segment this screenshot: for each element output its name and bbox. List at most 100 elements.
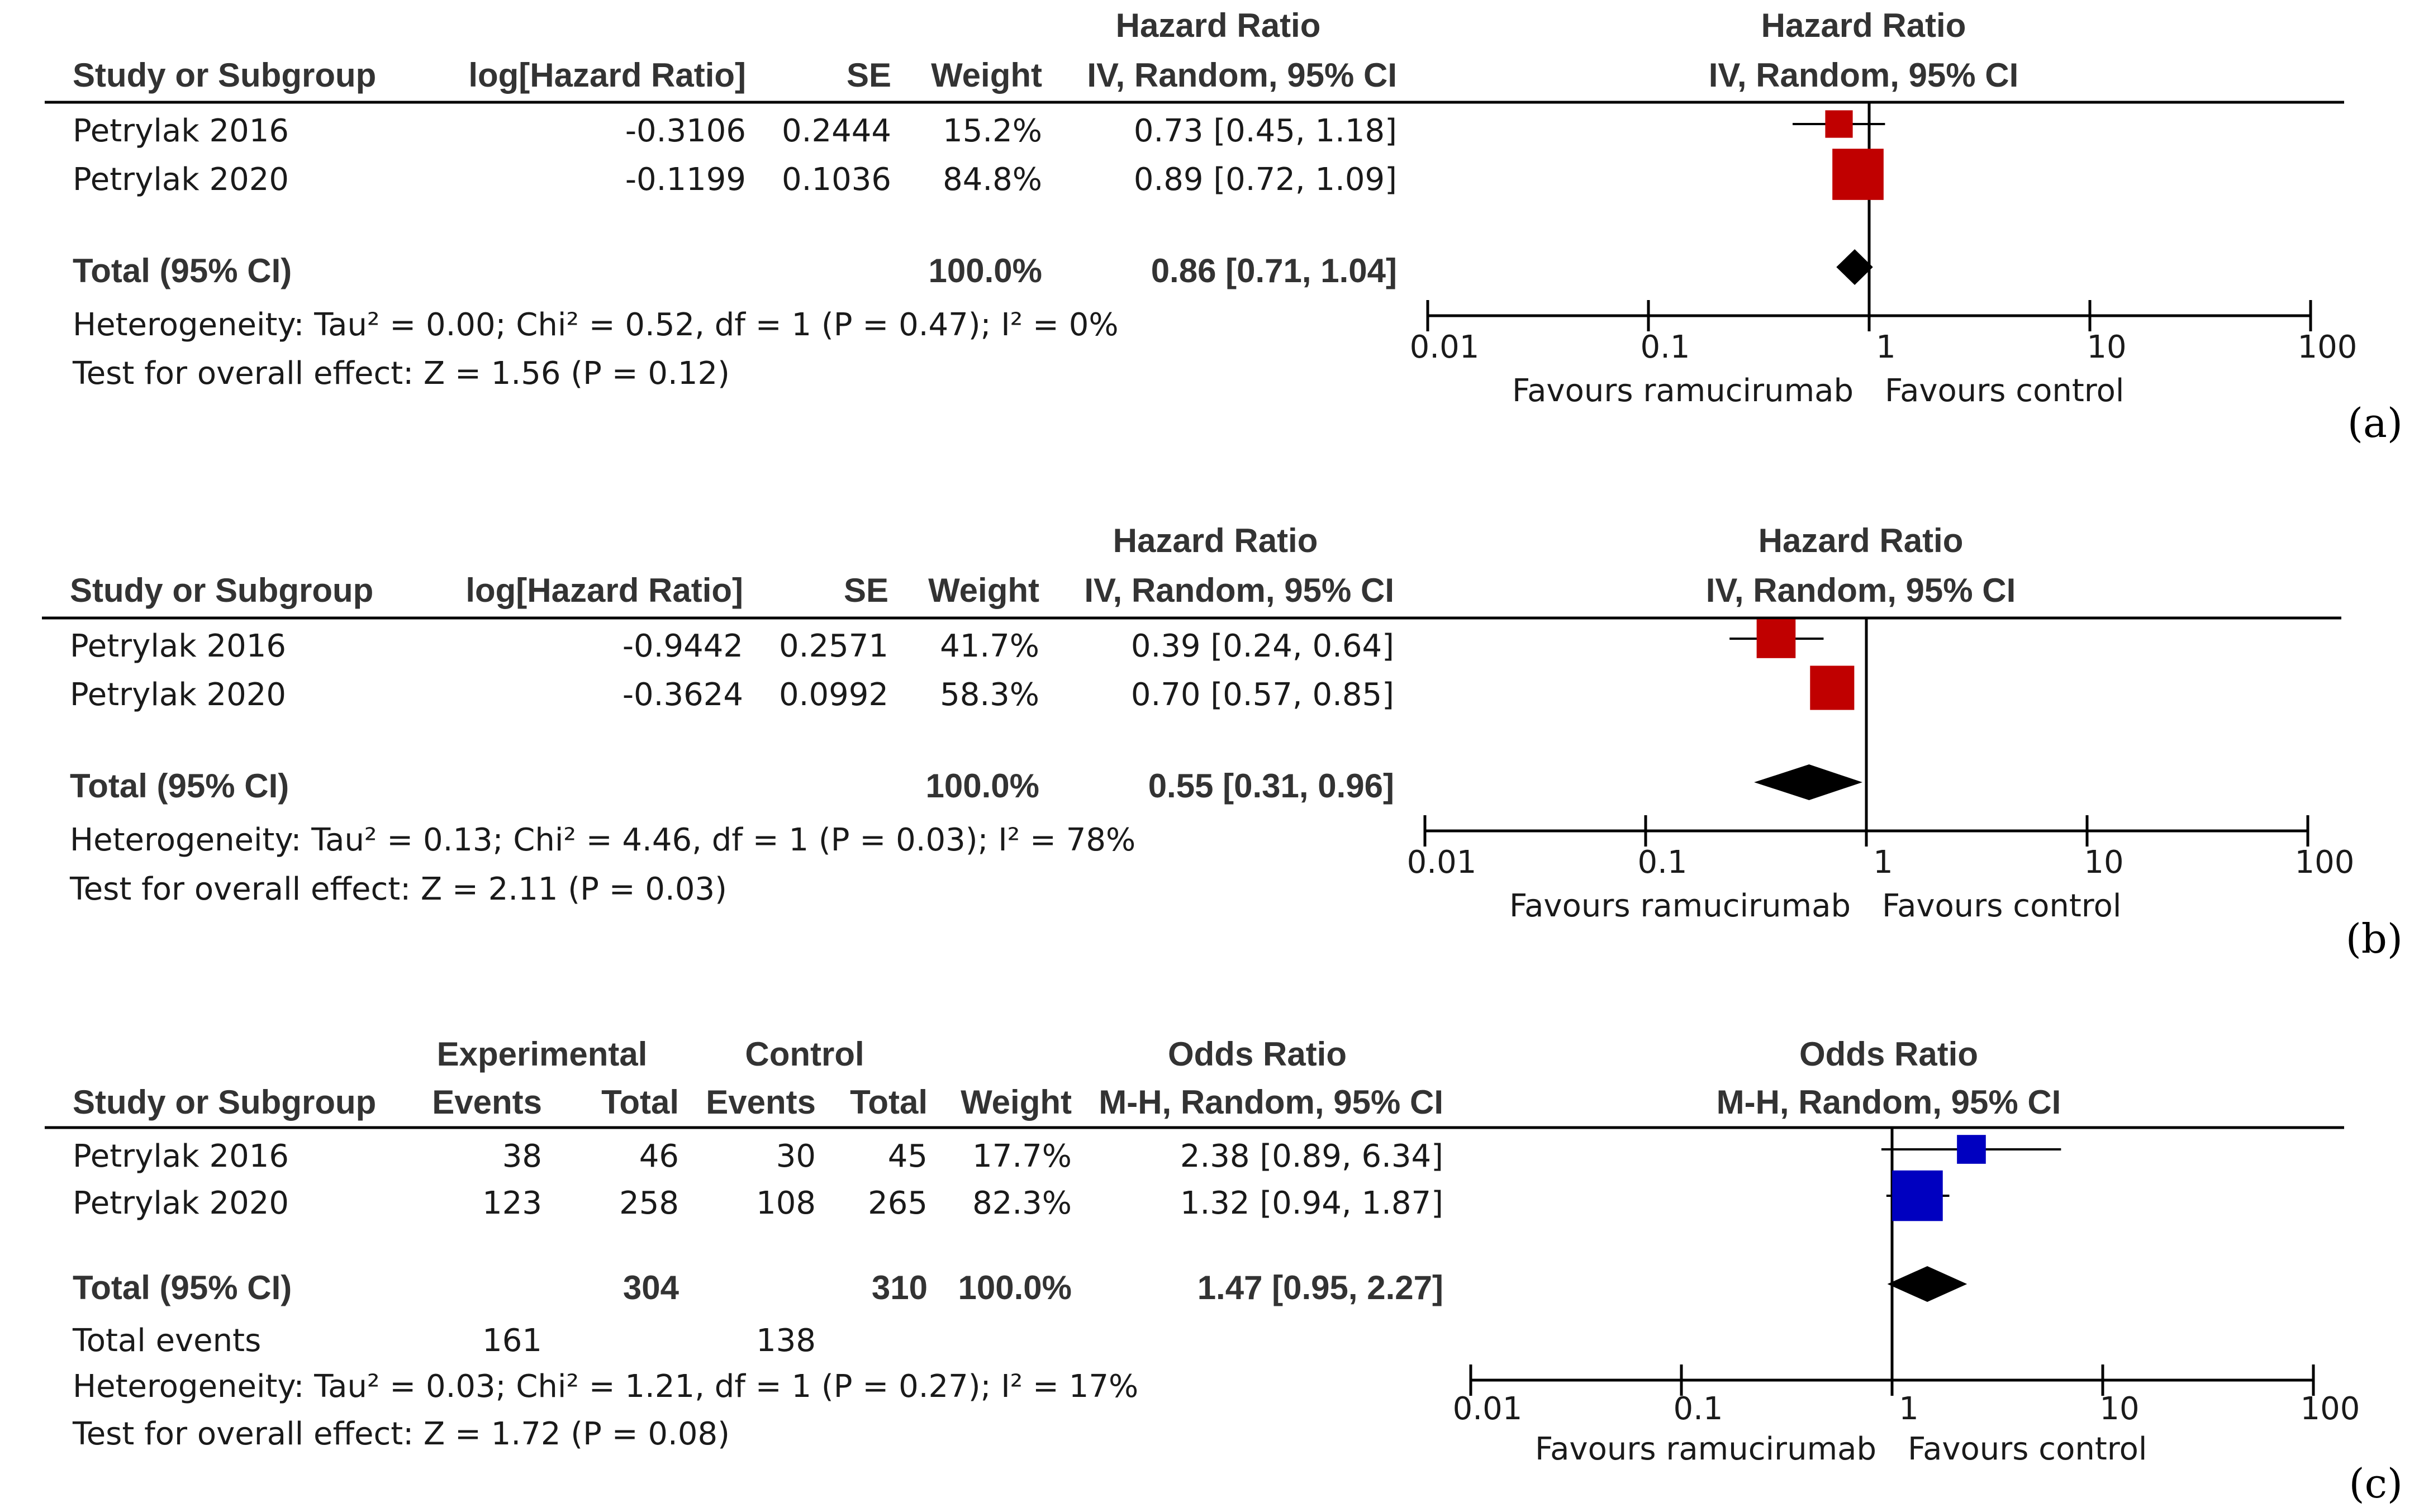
col-study: Study or Subgroup xyxy=(70,572,373,609)
study-se: 0.0992 xyxy=(779,677,888,713)
study-ctl-total: 265 xyxy=(868,1185,928,1221)
favours-right-label: Favours control xyxy=(1908,1431,2147,1467)
study-name: Petrylak 2016 xyxy=(70,628,286,664)
group-header-control: Control xyxy=(745,1035,864,1073)
study-weight: 17.7% xyxy=(972,1138,1072,1175)
overall-effect-text: Test for overall effect: Z = 2.11 (P = 0… xyxy=(69,871,727,907)
study-weight: 41.7% xyxy=(940,628,1039,664)
panel-label: (c) xyxy=(2349,1460,2403,1507)
total-weight: 100.0% xyxy=(929,252,1043,289)
total-label: Total (95% CI) xyxy=(73,252,292,289)
col-log-hr: log[Hazard Ratio] xyxy=(465,572,743,609)
x-tick-label: 100 xyxy=(2295,844,2355,881)
study-name: Petrylak 2020 xyxy=(73,161,289,198)
study-weight-square xyxy=(1825,110,1853,138)
plot-measure-header: Odds Ratio xyxy=(1799,1035,1978,1073)
forest-plot: 0.01 0.1 1 10 100 Favours ramucirumab Favours … xyxy=(1453,1128,2360,1467)
pooled-diamond xyxy=(1836,249,1873,285)
favours-left-label: Favours ramucirumab xyxy=(1535,1431,1876,1467)
total-ci: 0.55 [0.31, 0.96] xyxy=(1148,767,1394,805)
study-ctl-events: 108 xyxy=(756,1185,816,1221)
study-ci: 0.70 [0.57, 0.85] xyxy=(1131,677,1394,713)
x-tick-label: 0.01 xyxy=(1453,1391,1523,1427)
study-ci: 0.89 [0.72, 1.09] xyxy=(1134,161,1397,198)
study-name: Petrylak 2016 xyxy=(73,1138,289,1175)
measure-header: Hazard Ratio xyxy=(1116,7,1321,44)
col-weight: Weight xyxy=(928,572,1039,609)
study-se: 0.1036 xyxy=(782,161,891,198)
favours-right-label: Favours control xyxy=(1882,888,2121,924)
study-weight-square xyxy=(1810,665,1855,710)
heterogeneity-text: Heterogeneity: Tau² = 0.13; Chi² = 4.46,… xyxy=(70,822,1135,858)
study-weight-square xyxy=(1957,1135,1986,1164)
x-tick-label: 0.01 xyxy=(1410,329,1480,365)
study-ctl-total: 45 xyxy=(888,1138,928,1175)
study-weight-square xyxy=(1832,149,1884,200)
pooled-diamond xyxy=(1887,1266,1967,1302)
col-ci: IV, Random, 95% CI xyxy=(1087,56,1397,94)
total-events-exp: 161 xyxy=(482,1323,542,1359)
study-exp-events: 38 xyxy=(502,1138,542,1175)
study-se: 0.2571 xyxy=(779,628,888,664)
col-weight: Weight xyxy=(961,1083,1072,1121)
x-tick-label: 0.1 xyxy=(1640,329,1690,365)
study-weight: 58.3% xyxy=(940,677,1039,713)
x-tick-label: 0.01 xyxy=(1407,844,1477,881)
favours-left-label: Favours ramucirumab xyxy=(1509,888,1851,924)
col-ctl-total: Total xyxy=(850,1083,928,1121)
col-study: Study or Subgroup xyxy=(73,56,376,94)
plot-method-header: IV, Random, 95% CI xyxy=(1709,56,2019,94)
study-name: Petrylak 2016 xyxy=(73,113,289,149)
panel-label: (a) xyxy=(2347,400,2403,446)
x-tick-label: 100 xyxy=(2301,1391,2360,1427)
col-ci: M-H, Random, 95% CI xyxy=(1099,1083,1443,1121)
study-name: Petrylak 2020 xyxy=(70,677,286,713)
forest-plot: 0.01 0.1 1 10 100 Favours ramucirumab Favours … xyxy=(1407,618,2355,924)
col-se: SE xyxy=(844,572,888,609)
study-exp-total: 258 xyxy=(619,1185,679,1221)
overall-effect-text: Test for overall effect: Z = 1.56 (P = 0… xyxy=(72,355,730,392)
study-ci: 1.32 [0.94, 1.87] xyxy=(1180,1185,1443,1221)
col-exp-events: Events xyxy=(432,1083,542,1121)
measure-header: Odds Ratio xyxy=(1168,1035,1347,1073)
study-log-hr: -0.1199 xyxy=(625,161,746,198)
x-tick-label: 10 xyxy=(2099,1391,2139,1427)
total-ci: 0.86 [0.71, 1.04] xyxy=(1151,252,1397,289)
plot-method-header: IV, Random, 95% CI xyxy=(1706,572,2016,609)
heterogeneity-text: Heterogeneity: Tau² = 0.03; Chi² = 1.21,… xyxy=(73,1368,1138,1405)
study-weight-square xyxy=(1892,1170,1943,1221)
study-exp-events: 123 xyxy=(482,1185,542,1221)
total-ctl-total: 310 xyxy=(872,1269,928,1306)
col-log-hr: log[Hazard Ratio] xyxy=(468,56,746,94)
pooled-diamond xyxy=(1754,764,1862,800)
x-tick-label: 10 xyxy=(2084,844,2123,881)
study-log-hr: -0.9442 xyxy=(622,628,743,664)
col-se: SE xyxy=(847,56,891,94)
total-label: Total (95% CI) xyxy=(73,1269,292,1306)
study-log-hr: -0.3624 xyxy=(622,677,743,713)
panel-a: Hazard Ratio Hazard Ratio Study or Subgr… xyxy=(45,7,2403,446)
total-weight: 100.0% xyxy=(958,1269,1072,1306)
x-tick-label: 1 xyxy=(1899,1391,1919,1427)
study-name: Petrylak 2020 xyxy=(73,1185,289,1221)
col-study: Study or Subgroup xyxy=(73,1083,376,1121)
total-weight: 100.0% xyxy=(926,767,1040,805)
col-ci: IV, Random, 95% CI xyxy=(1084,572,1394,609)
study-weight-square xyxy=(1756,619,1796,658)
study-ctl-events: 30 xyxy=(776,1138,816,1175)
plot-method-header: M-H, Random, 95% CI xyxy=(1717,1083,2061,1121)
col-exp-total: Total xyxy=(601,1083,679,1121)
col-ctl-events: Events xyxy=(706,1083,816,1121)
plot-measure-header: Hazard Ratio xyxy=(1761,7,1966,44)
study-log-hr: -0.3106 xyxy=(625,113,746,149)
total-events-ctl: 138 xyxy=(756,1323,816,1359)
group-header-experimental: Experimental xyxy=(437,1035,648,1073)
study-ci: 0.73 [0.45, 1.18] xyxy=(1134,113,1397,149)
study-weight: 84.8% xyxy=(943,161,1042,198)
favours-right-label: Favours control xyxy=(1885,373,2124,409)
measure-header: Hazard Ratio xyxy=(1113,522,1318,559)
x-tick-label: 0.1 xyxy=(1637,844,1687,881)
study-se: 0.2444 xyxy=(782,113,891,149)
favours-left-label: Favours ramucirumab xyxy=(1512,373,1854,409)
